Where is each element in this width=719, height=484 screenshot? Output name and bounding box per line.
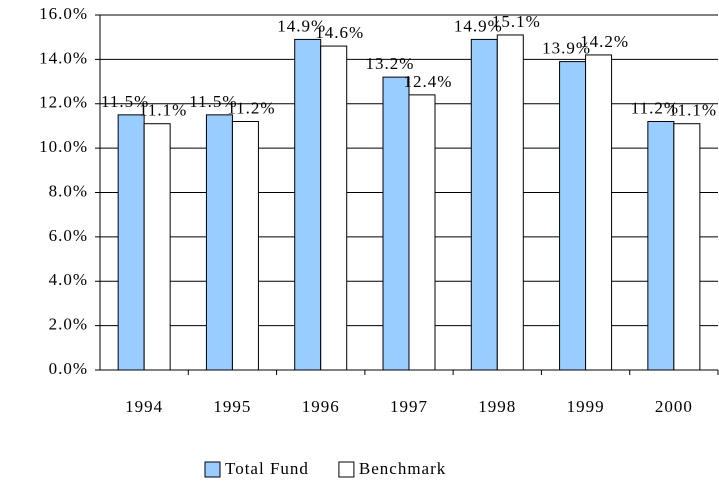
y-tick-label: 16.0%: [39, 4, 88, 23]
y-tick-label: 6.0%: [49, 226, 88, 245]
bar: [143, 123, 171, 371]
value-label: 14.6%: [315, 23, 364, 42]
y-tick-label: 14.0%: [39, 48, 88, 67]
bar: [647, 121, 675, 371]
value-label: 13.2%: [366, 54, 415, 73]
x-tick-label: 2000: [655, 397, 693, 416]
value-label: 11.2%: [631, 98, 679, 117]
value-label: 11.5%: [189, 92, 237, 111]
bar: [231, 121, 259, 371]
x-tick-label: 1999: [567, 397, 605, 416]
bar: [382, 76, 410, 371]
value-label: 14.2%: [580, 32, 629, 51]
value-label: 12.4%: [404, 72, 453, 91]
bar: [117, 114, 145, 371]
x-tick-label: 1995: [213, 397, 251, 416]
value-label: 14.9%: [277, 16, 326, 35]
value-label: 11.1%: [669, 101, 717, 120]
x-tick-label: 1998: [478, 397, 516, 416]
legend-label: Total Fund: [225, 459, 309, 478]
y-tick-label: 10.0%: [39, 137, 88, 156]
bar: [205, 114, 233, 371]
y-tick-label: 8.0%: [49, 181, 88, 200]
y-tick-label: 2.0%: [49, 315, 88, 334]
value-label: 11.1%: [139, 101, 187, 120]
bar: [408, 94, 436, 371]
x-tick-label: 1997: [390, 397, 428, 416]
value-label: 14.9%: [454, 16, 503, 35]
y-tick-label: 4.0%: [49, 270, 88, 289]
legend-swatch: [204, 461, 221, 478]
bar: [559, 61, 587, 371]
bar: [585, 54, 613, 371]
y-tick-label: 0.0%: [49, 359, 88, 378]
value-label: 11.2%: [227, 98, 275, 117]
legend-label: Benchmark: [359, 459, 446, 478]
legend-swatch: [338, 461, 355, 478]
value-label: 15.1%: [492, 12, 541, 31]
x-tick-label: 1994: [125, 397, 163, 416]
y-tick-label: 12.0%: [39, 93, 88, 112]
x-tick-label: 1996: [302, 397, 340, 416]
bar: [320, 45, 348, 371]
value-label: 13.9%: [542, 39, 591, 58]
bar: [496, 34, 524, 371]
bar: [673, 123, 701, 371]
bar: [470, 38, 498, 371]
bar: [294, 38, 322, 371]
value-label: 11.5%: [101, 92, 149, 111]
